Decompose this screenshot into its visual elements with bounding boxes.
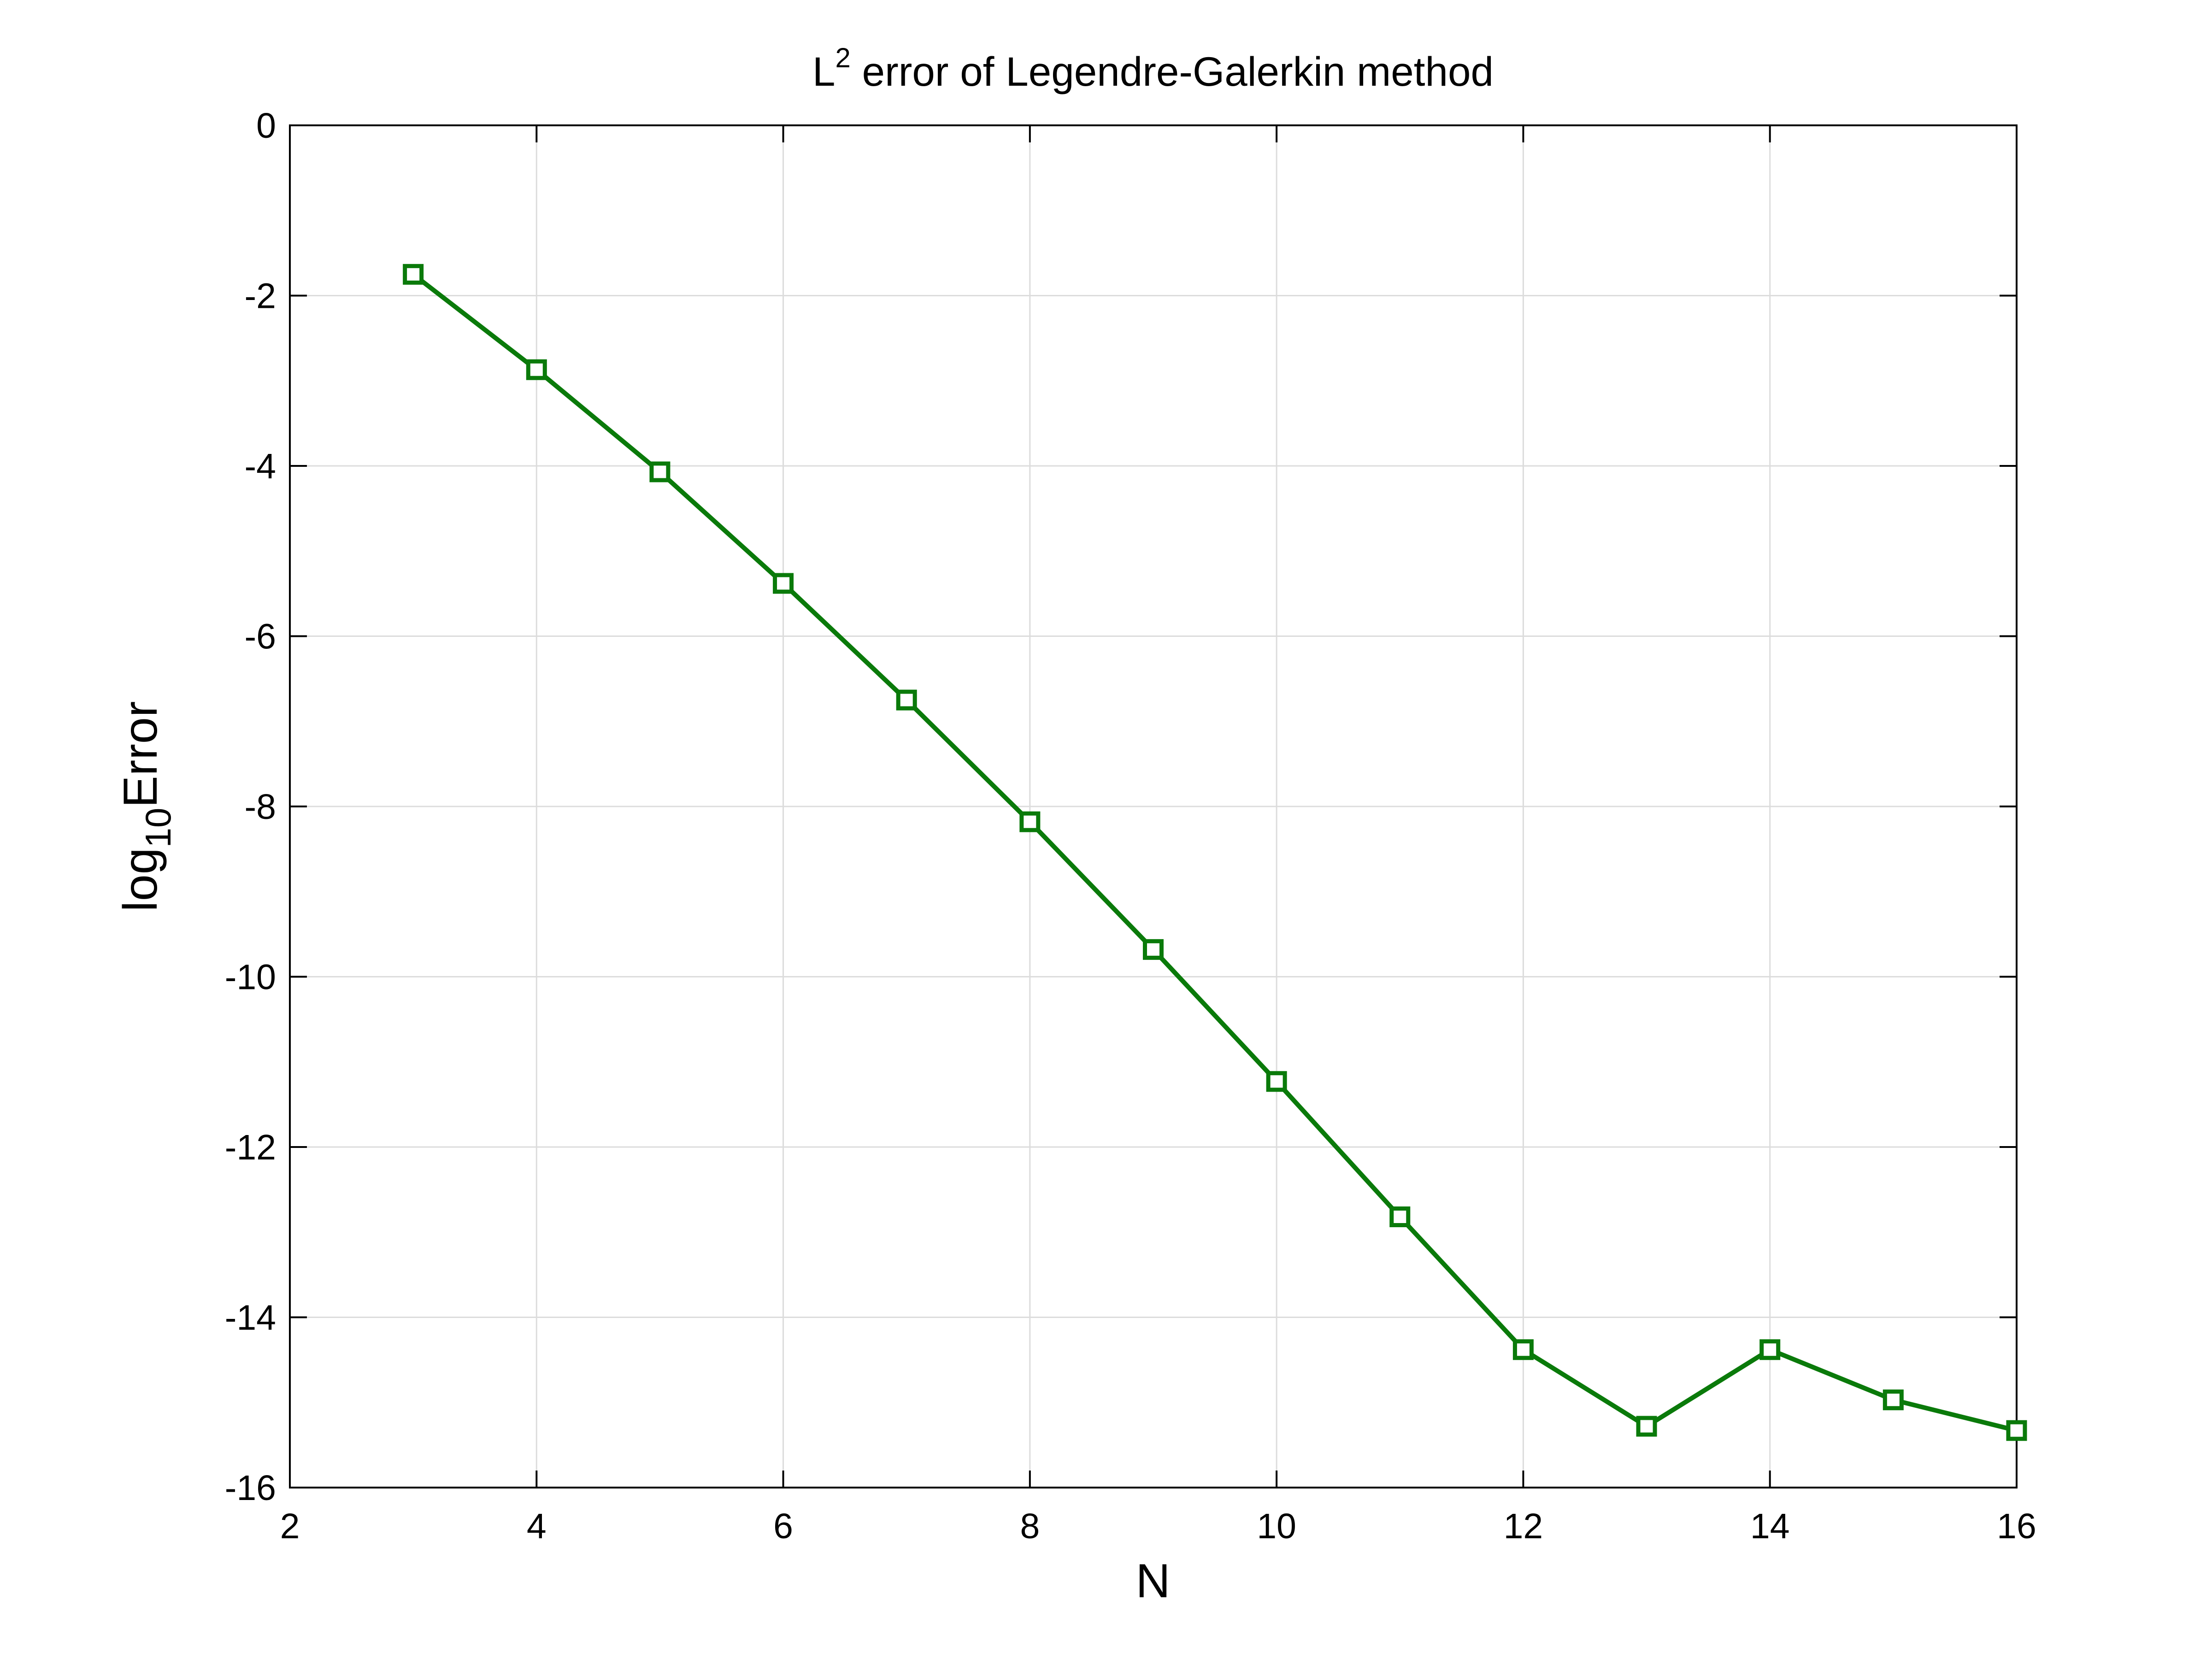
data-point <box>1636 1416 1657 1437</box>
y-tick-label: -16 <box>225 1468 276 1508</box>
data-point <box>403 264 424 285</box>
y-tick-label: -2 <box>245 276 276 316</box>
x-tick-label: 10 <box>1257 1506 1296 1546</box>
data-point <box>2006 1420 2027 1441</box>
grid <box>290 125 2017 1488</box>
axes <box>289 124 2018 1488</box>
x-tick-label: 4 <box>527 1506 547 1546</box>
x-tick-label: 8 <box>1020 1506 1040 1546</box>
y-axis-label-rest: Error <box>114 701 167 808</box>
data-point <box>1883 1389 1904 1411</box>
y-tick-label: -4 <box>245 447 276 486</box>
axes-box <box>289 124 2018 1488</box>
chart-title-base: L <box>812 48 835 94</box>
data-point <box>1143 939 1164 960</box>
data-point <box>649 461 671 482</box>
tick-labels: 2 4 6 8 10 12 14 16 0 -2 -4 -6 -8 -10 -12 -14 -16 <box>225 106 2036 1546</box>
data-point <box>526 359 547 380</box>
data-point <box>1389 1206 1411 1227</box>
y-axis-label: log10Error <box>114 701 178 912</box>
data-point <box>773 573 794 594</box>
y-tick-label: -10 <box>225 958 276 997</box>
data-point <box>896 689 917 711</box>
y-tick-label: -6 <box>245 617 276 657</box>
x-tick-label: 12 <box>1504 1506 1543 1546</box>
series-line <box>412 272 2018 1433</box>
y-tick-label: -12 <box>225 1128 276 1167</box>
chart-title-sup: 2 <box>835 42 851 73</box>
chart-title-rest: error of Legendre-Galerkin method <box>851 48 1494 94</box>
data-point <box>1512 1339 1534 1360</box>
y-axis-label-sub: 10 <box>138 808 178 848</box>
data-point <box>1266 1071 1287 1092</box>
x-tick-label: 2 <box>280 1506 300 1546</box>
y-tick-label: -8 <box>245 787 276 827</box>
series <box>403 264 2027 1441</box>
x-tick-label: 16 <box>1997 1506 2036 1546</box>
x-tick-label: 6 <box>773 1506 793 1546</box>
y-tick-label: 0 <box>256 106 276 146</box>
chart-title: L2 error of Legendre-Galerkin method <box>812 42 1494 94</box>
y-axis-label-base: log <box>114 848 167 912</box>
data-point <box>1019 811 1041 832</box>
data-point <box>1759 1339 1781 1360</box>
y-tick-label: -14 <box>225 1298 276 1338</box>
x-axis-label: N <box>1135 1554 1170 1608</box>
x-tick-label: 14 <box>1750 1506 1790 1546</box>
